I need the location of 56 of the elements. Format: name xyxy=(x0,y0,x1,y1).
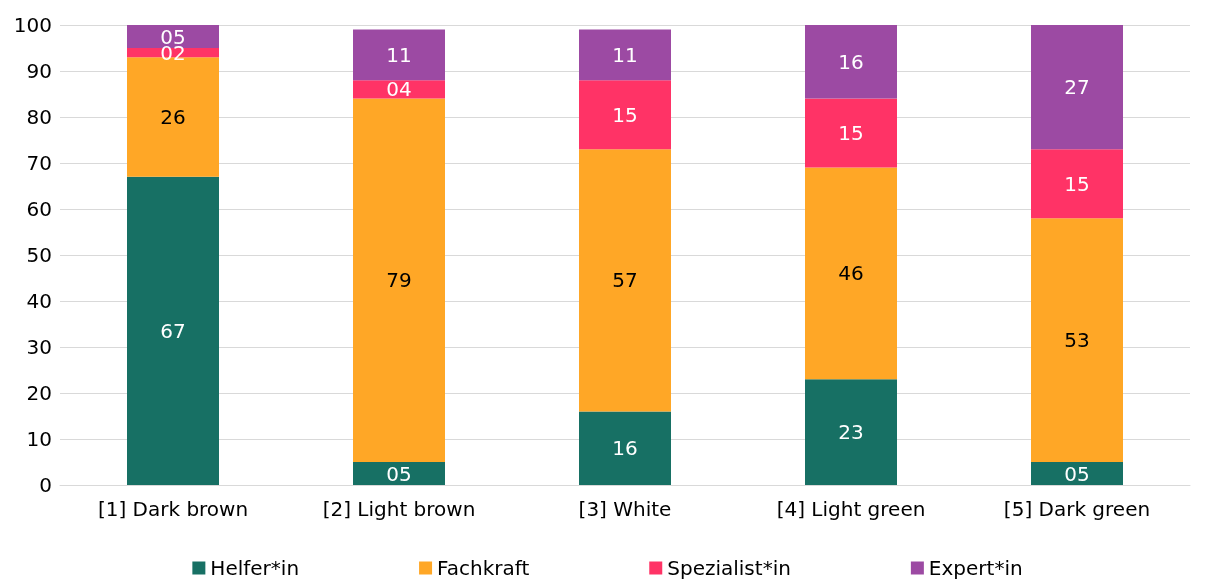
bar xyxy=(579,29,671,81)
bar xyxy=(1031,149,1123,219)
x-tick-label: [1] Dark brown xyxy=(97,497,249,521)
bar xyxy=(353,462,445,485)
bar xyxy=(353,29,445,81)
y-tick-label: 0 xyxy=(39,473,52,497)
y-tick-label: 90 xyxy=(26,59,52,83)
legend-label: Fachkraft xyxy=(437,556,530,580)
data-label: 11 xyxy=(386,42,412,67)
data-label: 05 xyxy=(1064,461,1090,486)
data-label: 53 xyxy=(1064,328,1090,353)
data-label: 16 xyxy=(612,436,638,461)
data-label: 15 xyxy=(838,121,864,146)
y-tick-label: 30 xyxy=(26,335,52,359)
y-tick-label: 100 xyxy=(13,13,52,37)
bar xyxy=(579,80,671,150)
data-label: 23 xyxy=(838,420,864,445)
bar xyxy=(805,167,897,380)
y-tick-label: 40 xyxy=(26,289,52,313)
bar xyxy=(805,379,897,485)
data-label: 27 xyxy=(1064,75,1090,100)
data-label: 11 xyxy=(612,42,638,67)
bar xyxy=(805,25,897,99)
bar xyxy=(1031,462,1123,485)
bar xyxy=(127,176,219,485)
x-tick-label: [3] White xyxy=(578,497,672,521)
data-label: 57 xyxy=(612,268,638,293)
bar xyxy=(579,411,671,485)
x-tick-label: [4] Light green xyxy=(776,497,926,521)
data-label: 46 xyxy=(838,261,864,286)
legend-label: Spezialist*in xyxy=(667,556,791,580)
y-tick-label: 80 xyxy=(26,105,52,129)
x-tick-label: [2] Light brown xyxy=(322,497,476,521)
y-tick-label: 10 xyxy=(26,427,52,451)
data-label: 04 xyxy=(386,77,412,102)
data-label: 16 xyxy=(838,49,864,74)
legend-label: Expert*in xyxy=(928,556,1023,580)
y-tick-label: 20 xyxy=(26,381,52,405)
bar xyxy=(127,25,219,48)
bar xyxy=(353,98,445,462)
data-label: 15 xyxy=(612,102,638,127)
y-tick-label: 60 xyxy=(26,197,52,221)
bar xyxy=(353,80,445,99)
bar xyxy=(1031,25,1123,150)
y-tick-label: 70 xyxy=(26,151,52,175)
data-label: 26 xyxy=(160,105,186,129)
bar xyxy=(805,98,897,168)
data-label: 15 xyxy=(1064,171,1090,196)
bar xyxy=(1031,218,1123,462)
legend-label: Helfer*in xyxy=(210,556,300,580)
bar xyxy=(579,149,671,412)
x-tick-label: [5] Dark green xyxy=(1003,497,1151,521)
y-tick-label: 50 xyxy=(26,243,52,267)
data-label: 05 xyxy=(386,461,412,486)
data-label: 67 xyxy=(160,318,186,343)
data-label: 79 xyxy=(386,268,412,293)
